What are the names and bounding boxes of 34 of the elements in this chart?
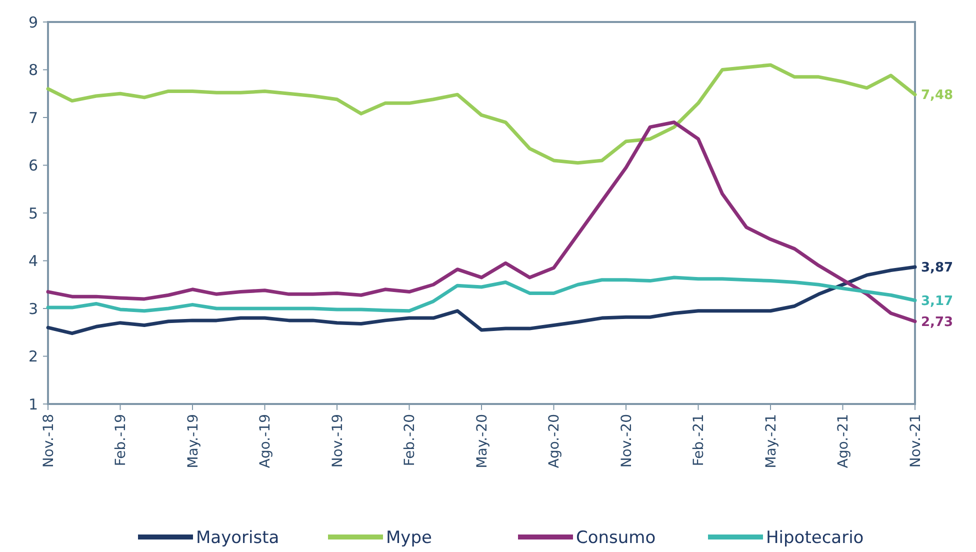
data-label: 3,87 [921, 260, 954, 276]
x-tick-label: Feb.-21 [691, 414, 708, 466]
y-tick-label: 9 [28, 13, 38, 32]
y-tick-label: 1 [28, 395, 38, 414]
x-tick-label: Ago.-21 [836, 414, 852, 468]
y-tick-label: 4 [28, 252, 38, 270]
y-tick-label: 8 [28, 61, 38, 79]
line-series [46, 63, 917, 165]
y-tick-label: 2 [28, 348, 38, 366]
y-tick-label: 3 [28, 300, 38, 318]
x-tick-label: May.-21 [763, 414, 780, 468]
x-tick-label: May.-20 [474, 414, 490, 468]
line-series [46, 120, 917, 324]
x-tick-label: Nov.-21 [908, 414, 924, 468]
legend-label: Mayorista [196, 528, 280, 548]
x-tick-label: Nov.-19 [330, 414, 346, 468]
y-tick-label: 7 [28, 108, 38, 127]
x-tick-label: Feb.-20 [402, 414, 418, 466]
y-tick-label: 5 [28, 204, 38, 222]
x-tick-label: Ago.-20 [546, 414, 563, 468]
x-tick-label: Feb.-19 [113, 414, 130, 466]
line-series [46, 276, 917, 313]
data-label: 3,17 [921, 294, 954, 309]
legend-label: Consumo [576, 528, 656, 548]
x-tick-label: May.-19 [185, 414, 202, 468]
y-tick-label: 6 [28, 156, 38, 174]
x-tick-label: Ago.-19 [258, 414, 274, 468]
legend-label: Hipotecario [766, 528, 864, 548]
data-label: 7,48 [921, 88, 954, 104]
x-tick-label: Nov.-18 [40, 414, 57, 468]
x-tick-label: Nov.-20 [618, 414, 635, 468]
line-series [46, 265, 917, 336]
data-label: 2,73 [921, 314, 954, 330]
legend-label: Mype [386, 528, 432, 548]
